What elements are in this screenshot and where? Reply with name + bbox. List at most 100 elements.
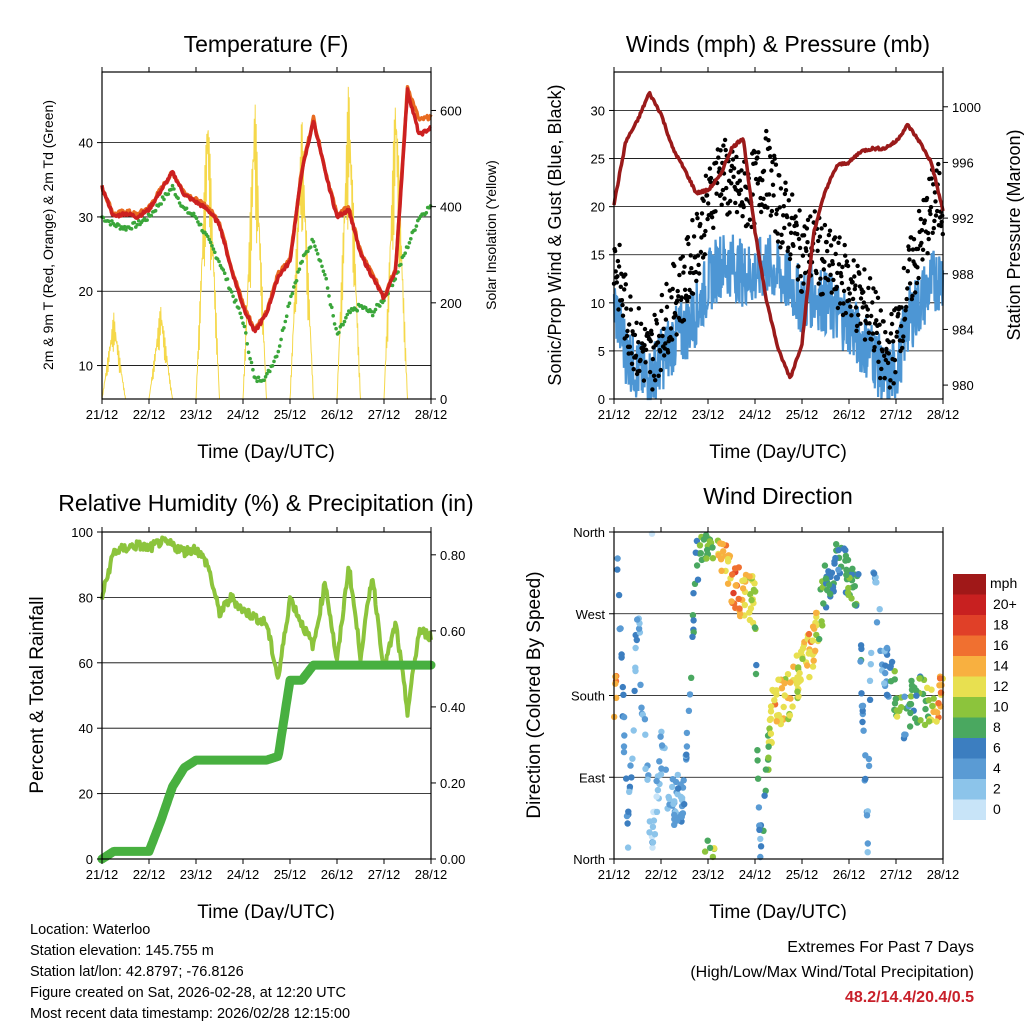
gust-point	[940, 213, 945, 218]
direction-point	[747, 605, 755, 612]
dewpoint-point	[294, 279, 299, 283]
gust-point	[705, 216, 710, 222]
direction-point	[866, 696, 874, 703]
dewpoint-point	[265, 371, 269, 376]
direction-point	[862, 775, 869, 783]
gust-point	[873, 289, 878, 295]
gust-point	[753, 161, 758, 166]
dewpoint-point	[268, 369, 272, 374]
gust-point	[716, 155, 721, 160]
dewpoint-point	[373, 307, 378, 312]
gust-point	[869, 337, 874, 342]
y-tick-label-right: 0.00	[440, 852, 465, 867]
gust-point	[804, 226, 810, 231]
direction-ylabel-left: Direction (Colored By Speed)	[524, 571, 545, 818]
gust-point	[737, 178, 742, 183]
dewpoint-point	[378, 304, 382, 308]
direction-point	[824, 586, 831, 594]
direction-point	[819, 622, 826, 629]
gust-point	[620, 302, 625, 308]
direction-point	[924, 684, 931, 691]
direction-point	[873, 619, 881, 626]
gust-point	[839, 274, 844, 279]
direction-point	[618, 651, 625, 658]
direction-point	[657, 733, 664, 740]
direction-point	[843, 571, 850, 579]
dewpoint-point	[287, 301, 292, 306]
colorbar-label: 6	[993, 739, 1001, 755]
gust-point	[790, 192, 795, 197]
gust-point	[892, 357, 898, 363]
gust-point	[642, 326, 648, 332]
gust-point	[882, 375, 887, 381]
dewpoint-point	[276, 349, 281, 354]
gust-point	[795, 277, 801, 282]
y-tick-label-left: 10	[591, 296, 605, 311]
gust-point	[928, 211, 933, 217]
direction-point	[765, 743, 772, 750]
dewpoint-point	[325, 286, 330, 290]
direction-point	[686, 691, 694, 698]
gust-point	[766, 138, 771, 143]
gust-point	[830, 261, 835, 267]
direction-point	[649, 839, 657, 846]
direction-point	[922, 705, 929, 713]
gust-point	[770, 159, 775, 165]
gust-point	[866, 330, 872, 335]
gust-point	[682, 264, 687, 269]
x-tick-label: 26/12	[321, 407, 354, 422]
gust-point	[786, 198, 791, 203]
gust-point	[835, 270, 840, 276]
direction-point	[632, 664, 639, 671]
direction-point	[669, 783, 676, 791]
gust-point	[619, 298, 625, 303]
humidity-ylabel-left: Percent & Total Rainfall	[27, 596, 48, 793]
direction-xlabel: Time (Day/UTC)	[709, 902, 847, 920]
direction-point	[642, 731, 649, 738]
direction-point	[751, 624, 759, 631]
direction-point	[671, 811, 678, 819]
gust-point	[866, 285, 871, 291]
direction-point	[806, 673, 813, 681]
gust-point	[817, 234, 823, 239]
dewpoint-point	[313, 244, 317, 248]
direction-point	[891, 668, 898, 675]
direction-point	[921, 721, 929, 729]
direction-point	[614, 555, 621, 562]
gust-point	[905, 269, 910, 274]
gust-point	[656, 333, 662, 339]
dewpoint-point	[245, 342, 249, 346]
dewpoint-point	[237, 306, 241, 310]
dewpoint-point	[213, 250, 217, 255]
gust-point	[816, 281, 821, 286]
gust-point	[793, 214, 798, 219]
winds-title: Winds (mph) & Pressure (mb)	[626, 31, 930, 57]
dewpoint-point	[342, 319, 347, 324]
x-tick-label: 24/12	[227, 867, 260, 882]
direction-point	[624, 820, 631, 827]
direction-point	[840, 545, 848, 552]
station-elevation: Station elevation: 145.755 m	[30, 943, 214, 959]
gust-point	[844, 259, 850, 264]
colorbar-label: 8	[993, 719, 1001, 735]
direction-point	[642, 765, 649, 772]
gust-point	[919, 228, 925, 233]
gust-point	[799, 289, 804, 294]
gust-point	[843, 253, 848, 258]
dewpoint-point	[255, 379, 259, 384]
direction-point	[646, 829, 653, 836]
gust-point	[775, 231, 780, 236]
dewpoint-point	[277, 344, 282, 348]
gust-point	[902, 316, 908, 321]
dewpoint-point	[217, 259, 221, 264]
dewpoint-point	[355, 308, 360, 313]
direction-point	[821, 562, 829, 569]
gust-point	[880, 349, 885, 354]
y-tick-label-left: 5	[598, 344, 605, 359]
direction-point	[767, 730, 775, 737]
gust-point	[839, 280, 845, 286]
direction-point	[612, 673, 619, 680]
dewpoint-point	[315, 252, 320, 256]
direction-point	[626, 783, 634, 790]
